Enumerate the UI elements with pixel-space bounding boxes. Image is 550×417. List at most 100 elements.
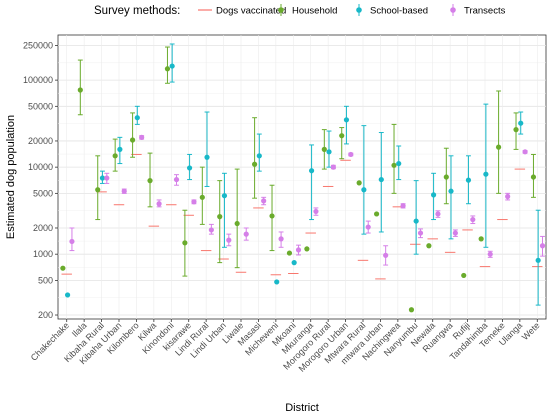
legend-label: Transects <box>464 6 506 17</box>
school-point <box>535 257 541 263</box>
household-point <box>443 174 449 180</box>
transect-point <box>243 231 249 237</box>
transect-point <box>539 243 546 249</box>
y-tick-label: 500 <box>38 275 53 285</box>
school-point <box>204 154 210 160</box>
school-point <box>448 188 454 194</box>
household-point <box>164 66 171 72</box>
school-point <box>186 165 193 171</box>
transect-point <box>452 230 458 236</box>
household-point <box>530 174 537 180</box>
transect-point <box>191 199 197 205</box>
household-point <box>77 87 83 93</box>
school-point <box>134 115 140 121</box>
transect-point <box>348 151 354 158</box>
transect-point <box>365 224 371 230</box>
household-point <box>513 127 519 133</box>
transect-point <box>470 216 476 223</box>
legend-key-point <box>450 7 456 13</box>
household-point <box>95 187 101 193</box>
legend: Survey methods: Dogs vaccinated Household S… <box>94 4 506 17</box>
y-tick-label: 5000 <box>33 188 53 198</box>
school-point <box>274 279 280 285</box>
legend-key-point <box>356 7 362 13</box>
legend-key-point <box>278 7 284 13</box>
household-point <box>304 246 310 252</box>
school-point <box>99 175 106 181</box>
school-point <box>430 192 437 198</box>
plot-panel <box>57 34 547 320</box>
transect-point <box>173 176 180 183</box>
school-point <box>326 149 332 155</box>
household-point <box>356 180 362 186</box>
household-point <box>391 162 397 168</box>
school-point <box>256 153 262 159</box>
school-point <box>413 218 419 224</box>
household-point <box>286 250 293 256</box>
school-point <box>396 160 402 167</box>
school-point <box>343 117 350 123</box>
household-point <box>269 213 275 219</box>
school-point <box>308 168 315 174</box>
household-point <box>251 161 258 167</box>
transect-point <box>226 237 232 243</box>
legend-label: School-based <box>370 6 428 17</box>
transect-point <box>505 193 511 200</box>
transect-point <box>208 227 214 233</box>
school-point <box>518 120 524 126</box>
transect-point <box>313 208 319 215</box>
transect-point <box>383 252 389 258</box>
transect-point <box>295 247 302 253</box>
household-point <box>147 178 153 184</box>
y-tick-label: 10000 <box>28 162 53 172</box>
y-axis: 200 500 1000 2000 5000 10000 20000 50000 100000 2… <box>23 40 58 320</box>
household-point <box>321 146 327 152</box>
household-point <box>60 265 66 271</box>
school-point <box>221 193 228 199</box>
y-tick-label: 250000 <box>23 40 53 50</box>
household-point <box>199 194 205 200</box>
transect-point <box>69 238 75 245</box>
grid <box>58 35 546 319</box>
transect-point <box>261 198 267 204</box>
transect-point <box>121 188 127 194</box>
school-point <box>483 171 489 177</box>
household-point <box>408 307 415 313</box>
y-tick-label: 100000 <box>23 75 53 85</box>
household-point <box>461 272 467 279</box>
transect-point <box>139 134 145 140</box>
household-point <box>373 211 380 217</box>
y-tick-label: 1000 <box>33 249 53 259</box>
transect-point <box>330 164 336 170</box>
transect-point <box>104 175 110 181</box>
y-tick-label: 20000 <box>28 136 53 146</box>
household-point <box>495 144 502 150</box>
school-point <box>361 187 367 193</box>
transect-point <box>522 149 528 155</box>
legend-title: Survey methods: <box>94 5 180 17</box>
school-point <box>465 177 472 183</box>
household-point <box>129 137 136 143</box>
transect-point <box>417 230 424 236</box>
transect-point <box>400 203 406 209</box>
y-tick-label: 2000 <box>33 223 53 233</box>
legend-label: Dogs vaccinated <box>216 6 286 17</box>
household-point <box>478 236 484 242</box>
household-point <box>426 243 432 249</box>
y-tick-label: 200 <box>38 310 53 320</box>
household-point <box>112 153 118 159</box>
x-axis-title: District <box>285 402 319 414</box>
y-tick-label: 50000 <box>28 101 53 111</box>
school-point <box>64 292 71 298</box>
transect-point <box>435 211 441 217</box>
legend-label: Household <box>292 6 337 17</box>
school-point <box>169 63 175 69</box>
school-point <box>291 260 297 266</box>
x-tick-label: Wete <box>520 320 542 342</box>
household-point <box>182 240 188 246</box>
y-axis-title: Estimated dog population <box>5 115 17 239</box>
household-point <box>234 220 240 227</box>
school-point <box>378 176 384 183</box>
